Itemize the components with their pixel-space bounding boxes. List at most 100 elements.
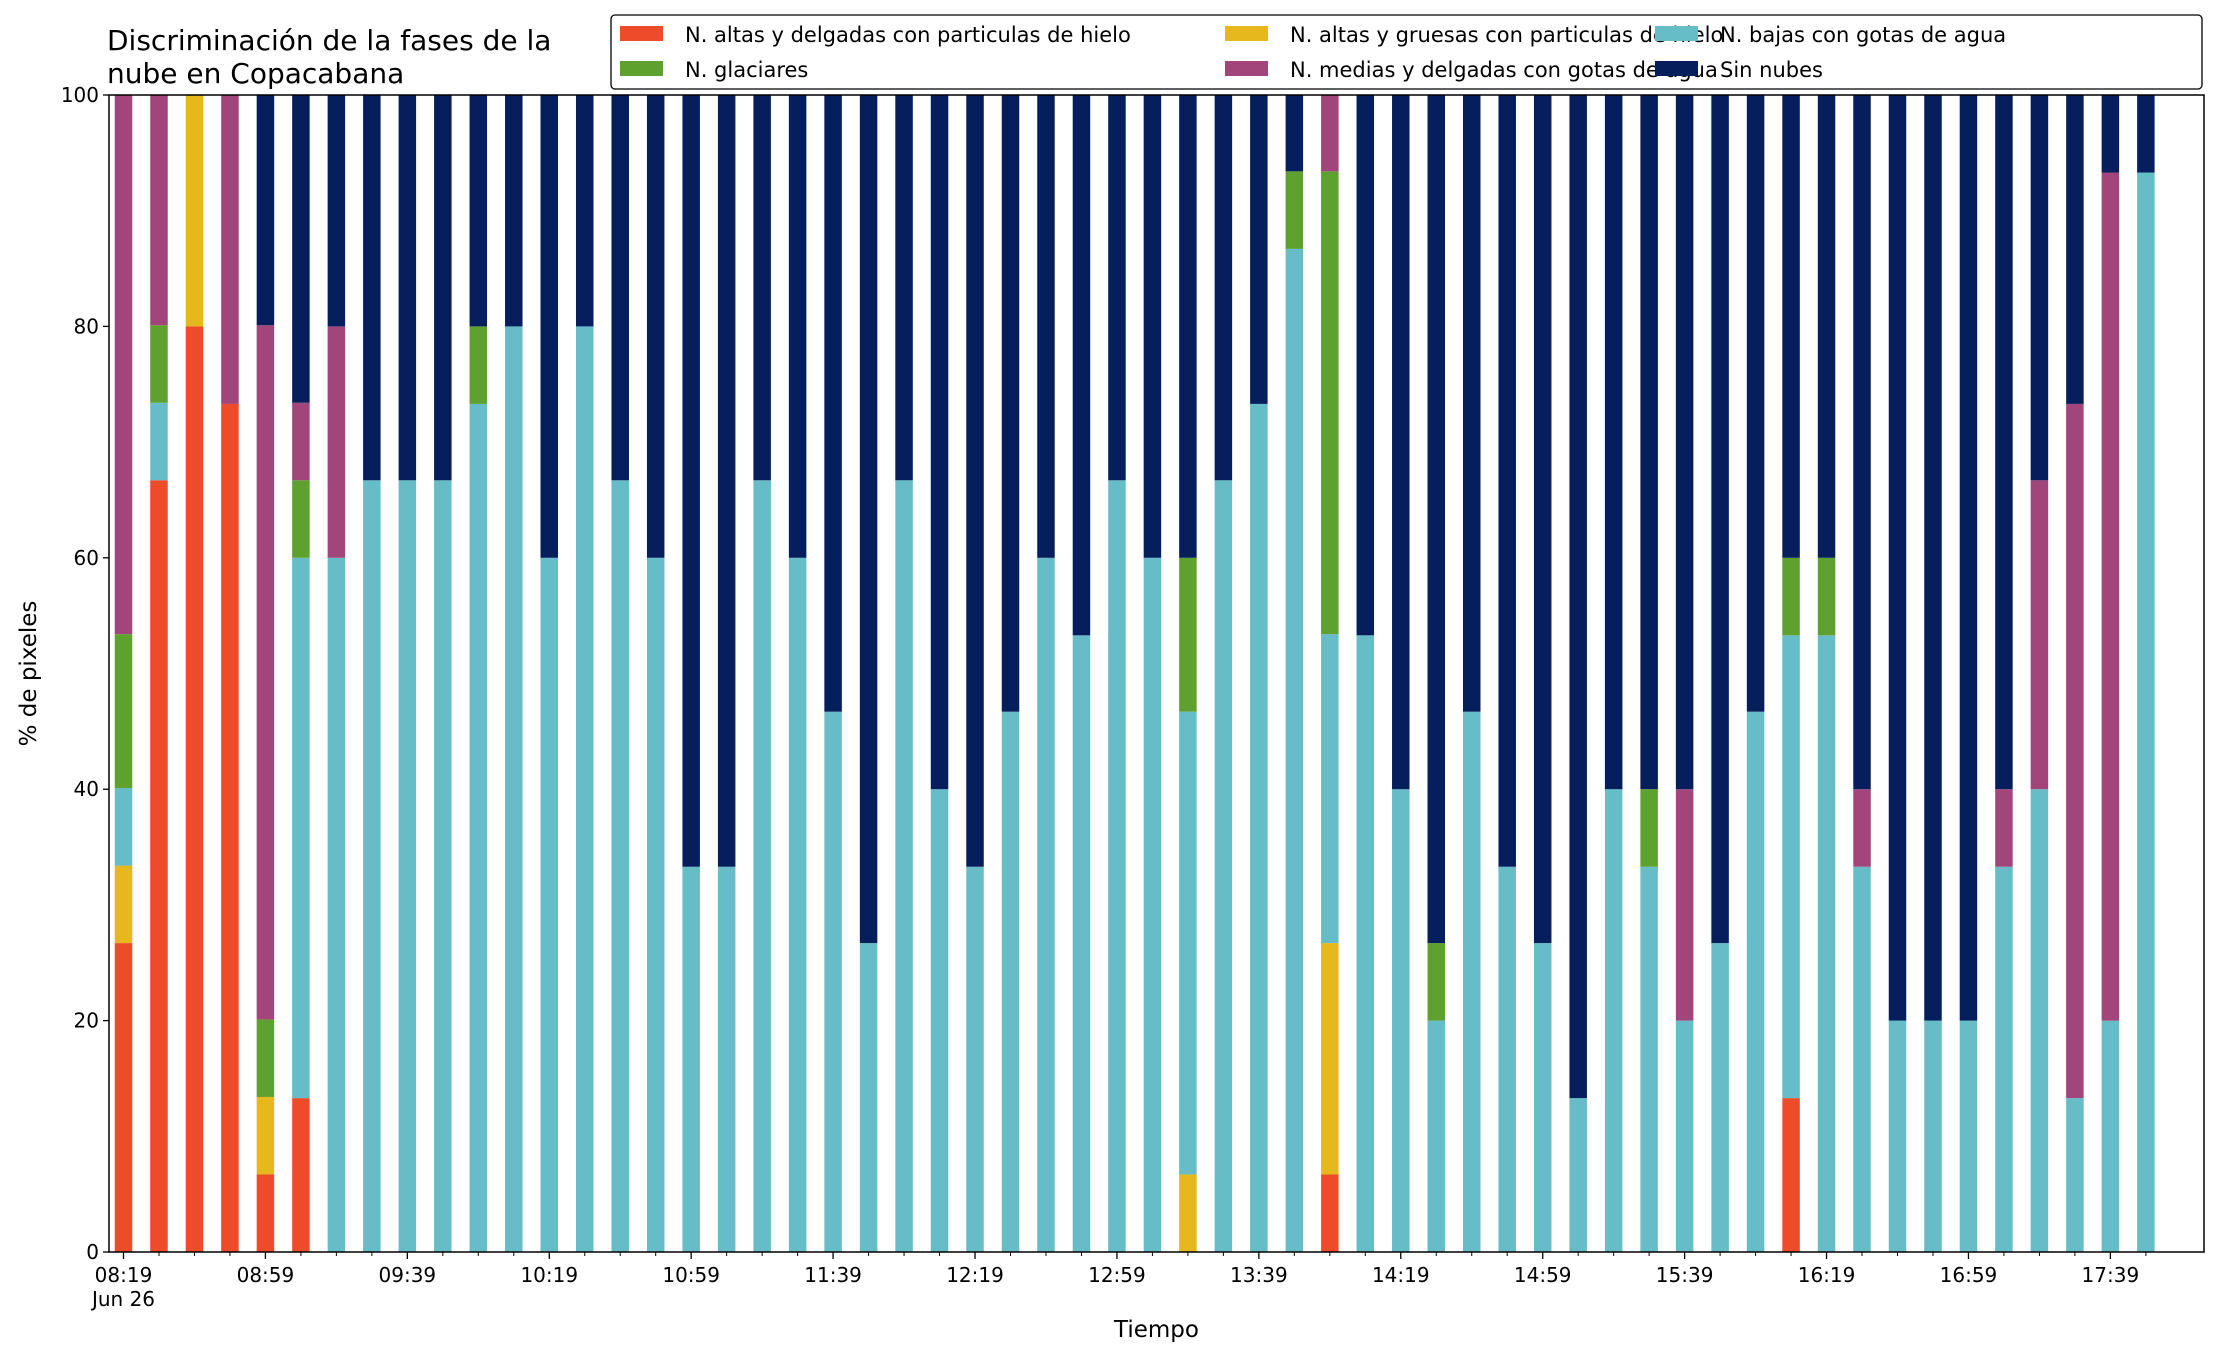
bar-segment-5-56 — [2101, 95, 2120, 173]
bar-segment-2-56 — [2101, 1020, 2120, 1252]
bar-segment-5-52 — [1959, 95, 1978, 1021]
bars-layer — [114, 95, 2155, 1252]
bar-segment-2-25 — [1001, 711, 1020, 1252]
x-tick-label-7: 12:59 — [1088, 1263, 1146, 1287]
bar-segment-5-17 — [717, 95, 736, 867]
bar-segment-2-34 — [1321, 634, 1339, 944]
bar-segment-2-21 — [859, 943, 878, 1252]
bar-segment-5-40 — [1533, 95, 1552, 944]
x-tick-label-10: 14:59 — [1514, 1263, 1572, 1287]
x-tick-label-6: 12:19 — [946, 1263, 1004, 1287]
bar-segment-5-50 — [1888, 95, 1907, 1021]
bar-segment-3-1 — [150, 325, 168, 403]
bar-segment-2-35 — [1356, 635, 1375, 1252]
bar-segment-2-30 — [1179, 711, 1197, 1175]
bar-segment-4-56 — [2101, 172, 2120, 1021]
legend-label-5: Sin nubes — [1720, 58, 1823, 82]
bar-segment-5-7 — [363, 95, 381, 481]
bar-segment-2-6 — [327, 557, 346, 1252]
bar-segment-5-19 — [788, 95, 807, 558]
bar-segment-5-53 — [1995, 95, 2013, 790]
bar-segment-5-5 — [292, 95, 310, 403]
bar-segment-5-10 — [469, 95, 488, 327]
x-tick-label-4: 10:59 — [662, 1263, 720, 1287]
bar-segment-1-34 — [1321, 943, 1339, 1175]
bar-segment-2-10 — [469, 403, 488, 1252]
bar-segment-0-1 — [150, 480, 168, 1252]
bar-segment-5-46 — [1746, 95, 1765, 712]
bar-segment-5-43 — [1640, 95, 1658, 790]
bar-segment-4-6 — [327, 326, 346, 558]
bar-segment-2-27 — [1072, 635, 1091, 1252]
bar-segment-5-39 — [1498, 95, 1516, 867]
legend-frame — [610, 14, 2203, 90]
bar-segment-5-49 — [1853, 95, 1871, 790]
bar-segment-5-9 — [434, 95, 452, 481]
chart-title-line-1: Discriminación de la fases de la — [107, 24, 551, 57]
bar-segment-2-28 — [1108, 480, 1126, 1252]
bar-segment-5-37 — [1427, 95, 1446, 944]
bar-segment-2-37 — [1427, 1020, 1446, 1252]
bar-segment-5-47 — [1782, 95, 1800, 558]
bar-segment-2-49 — [1853, 866, 1871, 1252]
bar-segment-5-27 — [1072, 95, 1091, 636]
bar-segment-0-3 — [221, 403, 239, 1252]
y-axis: 0 20 40 60 80 100 — [61, 83, 109, 1264]
legend-swatch-5 — [1655, 61, 1698, 76]
bar-segment-2-46 — [1746, 711, 1765, 1252]
bar-segment-0-47 — [1782, 1098, 1800, 1252]
x-tick-label-13: 16:59 — [1940, 1263, 1998, 1287]
bar-segment-4-54 — [2030, 480, 2049, 790]
bar-segment-5-54 — [2030, 95, 2049, 481]
bar-segment-3-48 — [1817, 557, 1836, 636]
bar-segment-5-24 — [966, 95, 984, 867]
bar-segment-5-42 — [1604, 95, 1623, 790]
bar-segment-5-29 — [1143, 95, 1162, 558]
bar-segment-2-42 — [1604, 789, 1623, 1252]
bar-segment-2-14 — [611, 480, 629, 1252]
bar-segment-2-50 — [1888, 1020, 1907, 1252]
bar-segment-2-5 — [292, 557, 310, 1099]
bar-segment-1-0 — [114, 865, 133, 944]
bar-segment-5-51 — [1924, 95, 1942, 1021]
y-tick-label-4: 80 — [74, 314, 99, 338]
bar-segment-4-44 — [1675, 789, 1694, 1021]
bar-segment-3-10 — [469, 326, 488, 404]
bar-segment-2-26 — [1037, 557, 1055, 1252]
bar-segment-2-24 — [966, 866, 984, 1252]
y-tick-label-1: 20 — [74, 1009, 99, 1033]
bar-segment-2-8 — [398, 480, 417, 1252]
bar-segment-2-20 — [824, 711, 842, 1252]
legend-label-2: N. bajas con gotas de agua — [1720, 23, 2006, 47]
bar-segment-5-44 — [1675, 95, 1694, 790]
bar-segment-5-36 — [1392, 95, 1410, 790]
bar-segment-2-12 — [540, 557, 559, 1252]
x-tick-label-14: 17:39 — [2082, 1263, 2140, 1287]
legend-swatch-2 — [1655, 26, 1698, 41]
bar-segment-0-4 — [256, 1174, 275, 1252]
bar-segment-4-55 — [2066, 403, 2084, 1099]
chart-title-line-2: nube en Copacabana — [107, 57, 404, 90]
bar-segment-2-15 — [646, 557, 665, 1252]
bar-segment-5-28 — [1108, 95, 1126, 481]
y-tick-label-5: 100 — [61, 83, 99, 107]
legend-label-0: N. altas y delgadas con particulas de hi… — [685, 23, 1131, 47]
bar-segment-5-16 — [682, 95, 700, 867]
bar-segment-3-0 — [114, 634, 133, 789]
bar-segment-5-32 — [1250, 95, 1268, 404]
bar-segment-5-6 — [327, 95, 346, 327]
x-tick-label-3: 10:19 — [520, 1263, 578, 1287]
bar-segment-1-2 — [185, 95, 204, 327]
bar-segment-2-40 — [1533, 943, 1552, 1252]
bar-segment-2-22 — [895, 480, 913, 1252]
bar-segment-5-13 — [575, 95, 594, 327]
bar-segment-2-38 — [1462, 711, 1481, 1252]
legend-swatch-4 — [1225, 61, 1268, 76]
bar-segment-4-53 — [1995, 789, 2013, 867]
bar-segment-2-45 — [1711, 943, 1729, 1252]
bar-segment-2-0 — [114, 788, 133, 866]
bar-segment-4-49 — [1853, 789, 1871, 867]
bar-segment-5-41 — [1569, 95, 1587, 1099]
bar-segment-3-5 — [292, 480, 310, 558]
